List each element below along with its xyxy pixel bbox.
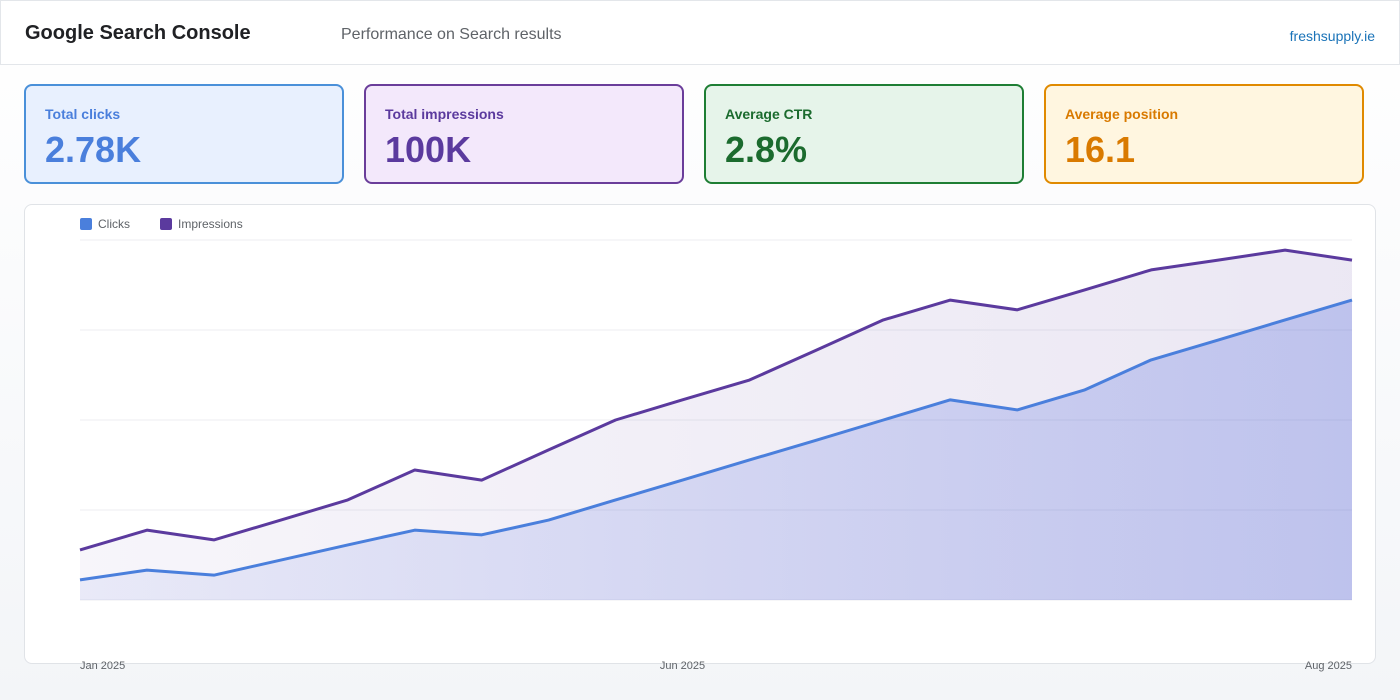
app-title: Google Search Console: [25, 22, 251, 44]
metric-card[interactable]: Average position 16.1: [1044, 84, 1364, 184]
metric-label: Average position: [1065, 106, 1179, 122]
metric-label: Average CTR: [725, 106, 813, 122]
metric-value: 16.1: [1065, 129, 1136, 170]
page-subtitle: Performance on Search results: [341, 26, 562, 43]
header: Google Search Console Performance on Sea…: [0, 0, 1400, 65]
series-area: [80, 300, 1352, 600]
series-line: [79, 248, 1353, 552]
series-line: [79, 298, 1353, 582]
legend-label: Impressions: [178, 217, 243, 231]
metric-card[interactable]: Total clicks 2.78K: [24, 84, 344, 184]
metric-value: 2.8%: [725, 129, 808, 170]
legend-swatch: [80, 218, 92, 230]
metric-value: 2.78K: [45, 129, 142, 170]
metric-value: 100K: [385, 129, 472, 170]
x-tick-label: Aug 2025: [1305, 660, 1352, 672]
metric-card[interactable]: Average CTR 2.8%: [704, 84, 1024, 184]
legend-label: Clicks: [98, 217, 130, 231]
x-tick-label: Jun 2025: [660, 660, 705, 672]
site-link[interactable]: freshsupply.ie: [1289, 28, 1375, 44]
metric-label: Total clicks: [45, 106, 121, 122]
metric-label: Total impressions: [385, 106, 504, 122]
legend-swatch: [160, 218, 172, 230]
x-tick-label: Jan 2025: [80, 660, 125, 672]
metric-card[interactable]: Total impressions 100K: [364, 84, 684, 184]
